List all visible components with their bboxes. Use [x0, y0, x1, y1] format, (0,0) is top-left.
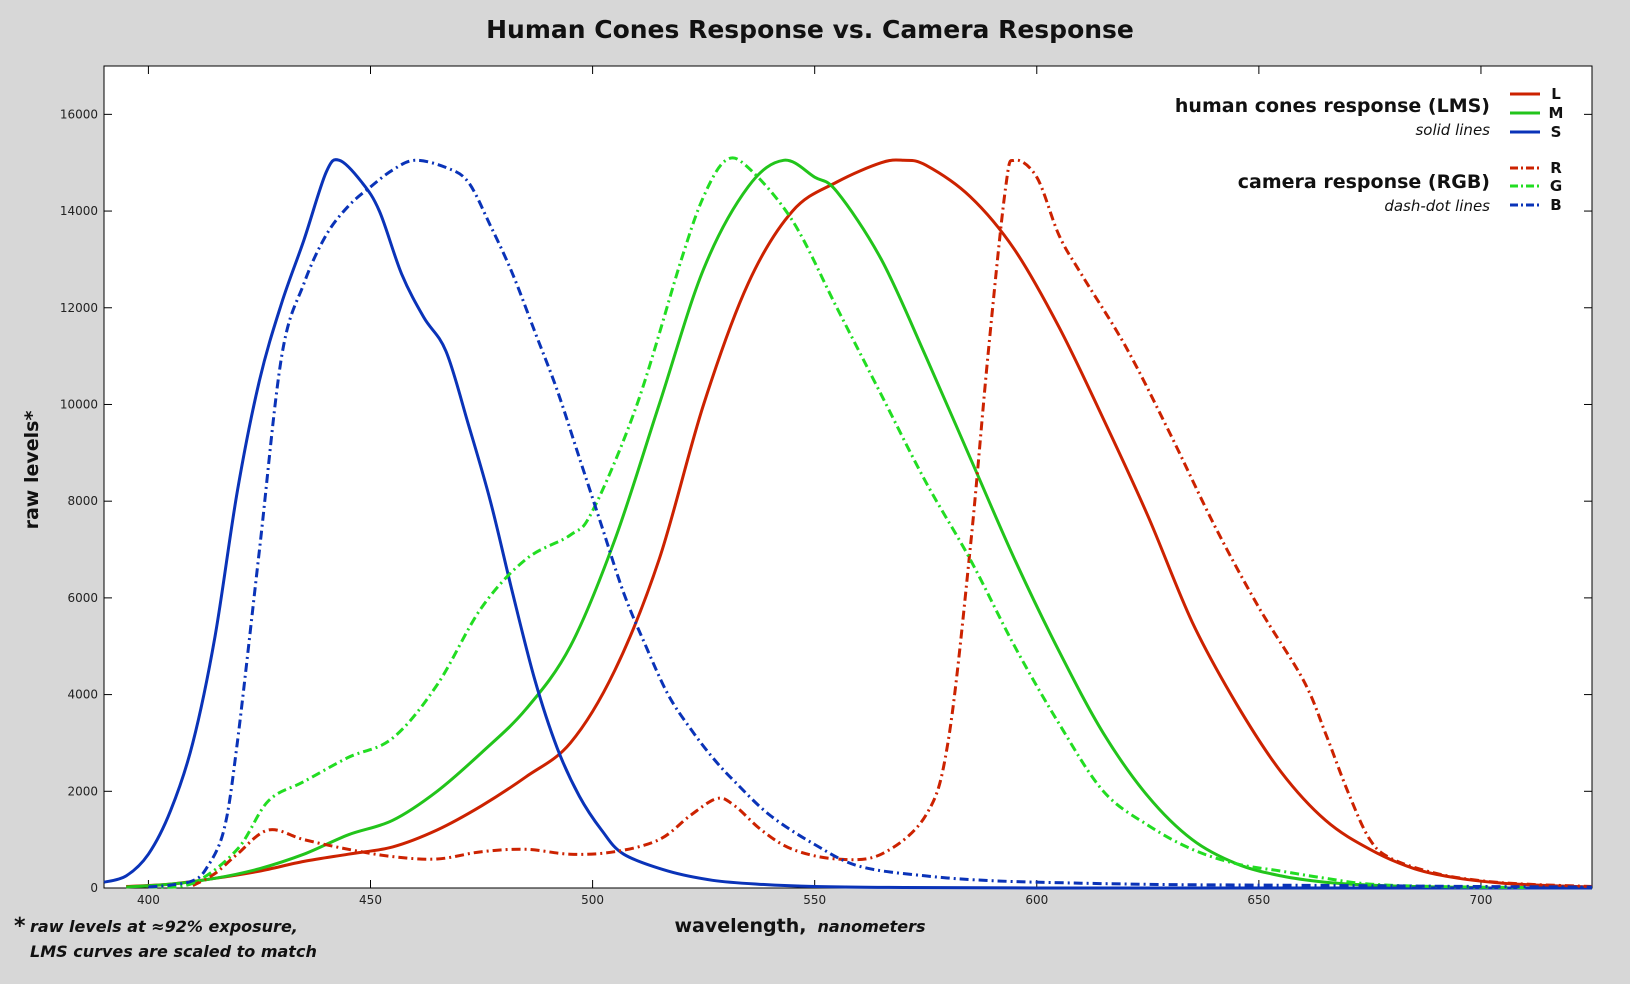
footnote-line-1: raw levels at ≈92% exposure, — [30, 917, 298, 936]
series-r-line — [192, 158, 1593, 888]
y-tick-label: 2000 — [67, 784, 98, 798]
x-axis-label: wavelength, — [674, 915, 806, 937]
x-tick-label: 500 — [581, 893, 604, 907]
y-tick-label: 6000 — [67, 591, 98, 605]
y-tick-label: 14000 — [60, 204, 98, 218]
x-tick-label: 450 — [359, 893, 382, 907]
legend-key-b: B — [1550, 196, 1561, 214]
series-l-line — [126, 158, 1593, 889]
x-tick-label: 650 — [1247, 893, 1270, 907]
legend-key-r: R — [1550, 159, 1562, 177]
y-tick-label: 12000 — [60, 301, 98, 315]
legend-key-l: L — [1551, 85, 1561, 103]
series-m-line — [126, 158, 1482, 889]
y-tick-label: 16000 — [60, 107, 98, 121]
legend-subheading-rgb: dash-dot lines — [1384, 197, 1490, 215]
y-tick-label: 4000 — [67, 688, 98, 702]
x-axis-unit: nanometers — [818, 917, 926, 936]
series-g-line — [148, 156, 1526, 889]
x-tick-label: 400 — [137, 893, 160, 907]
series-lines — [103, 156, 1593, 890]
legend-heading-lms: human cones response (LMS) — [1175, 95, 1490, 117]
footnote-star: * — [14, 914, 26, 939]
y-tick-label: 10000 — [60, 397, 98, 411]
legend-subheading-lms: solid lines — [1415, 121, 1490, 139]
legend-heading-rgb: camera response (RGB) — [1238, 171, 1490, 193]
legend-key-g: G — [1550, 177, 1562, 195]
legend-key-m: M — [1549, 104, 1564, 122]
y-tick-label: 0 — [90, 881, 98, 895]
footnote-line-2: LMS curves are scaled to match — [30, 942, 317, 961]
x-tick-label: 550 — [803, 893, 826, 907]
footnote: * raw levels at ≈92% exposure, LMS curve… — [14, 914, 317, 961]
legend-key-s: S — [1551, 123, 1562, 141]
legend: human cones response (LMS) solid lines c… — [1175, 85, 1564, 215]
y-axis-label: raw levels* — [21, 411, 43, 530]
y-tick-label: 8000 — [67, 494, 98, 508]
series-s-line — [103, 158, 1592, 890]
x-tick-label: 600 — [1025, 893, 1048, 907]
x-tick-label: 700 — [1470, 893, 1493, 907]
x-axis-label-group: wavelength, nanometers — [674, 915, 925, 937]
series-b-line — [148, 158, 1593, 889]
chart-title: Human Cones Response vs. Camera Response — [486, 15, 1134, 44]
